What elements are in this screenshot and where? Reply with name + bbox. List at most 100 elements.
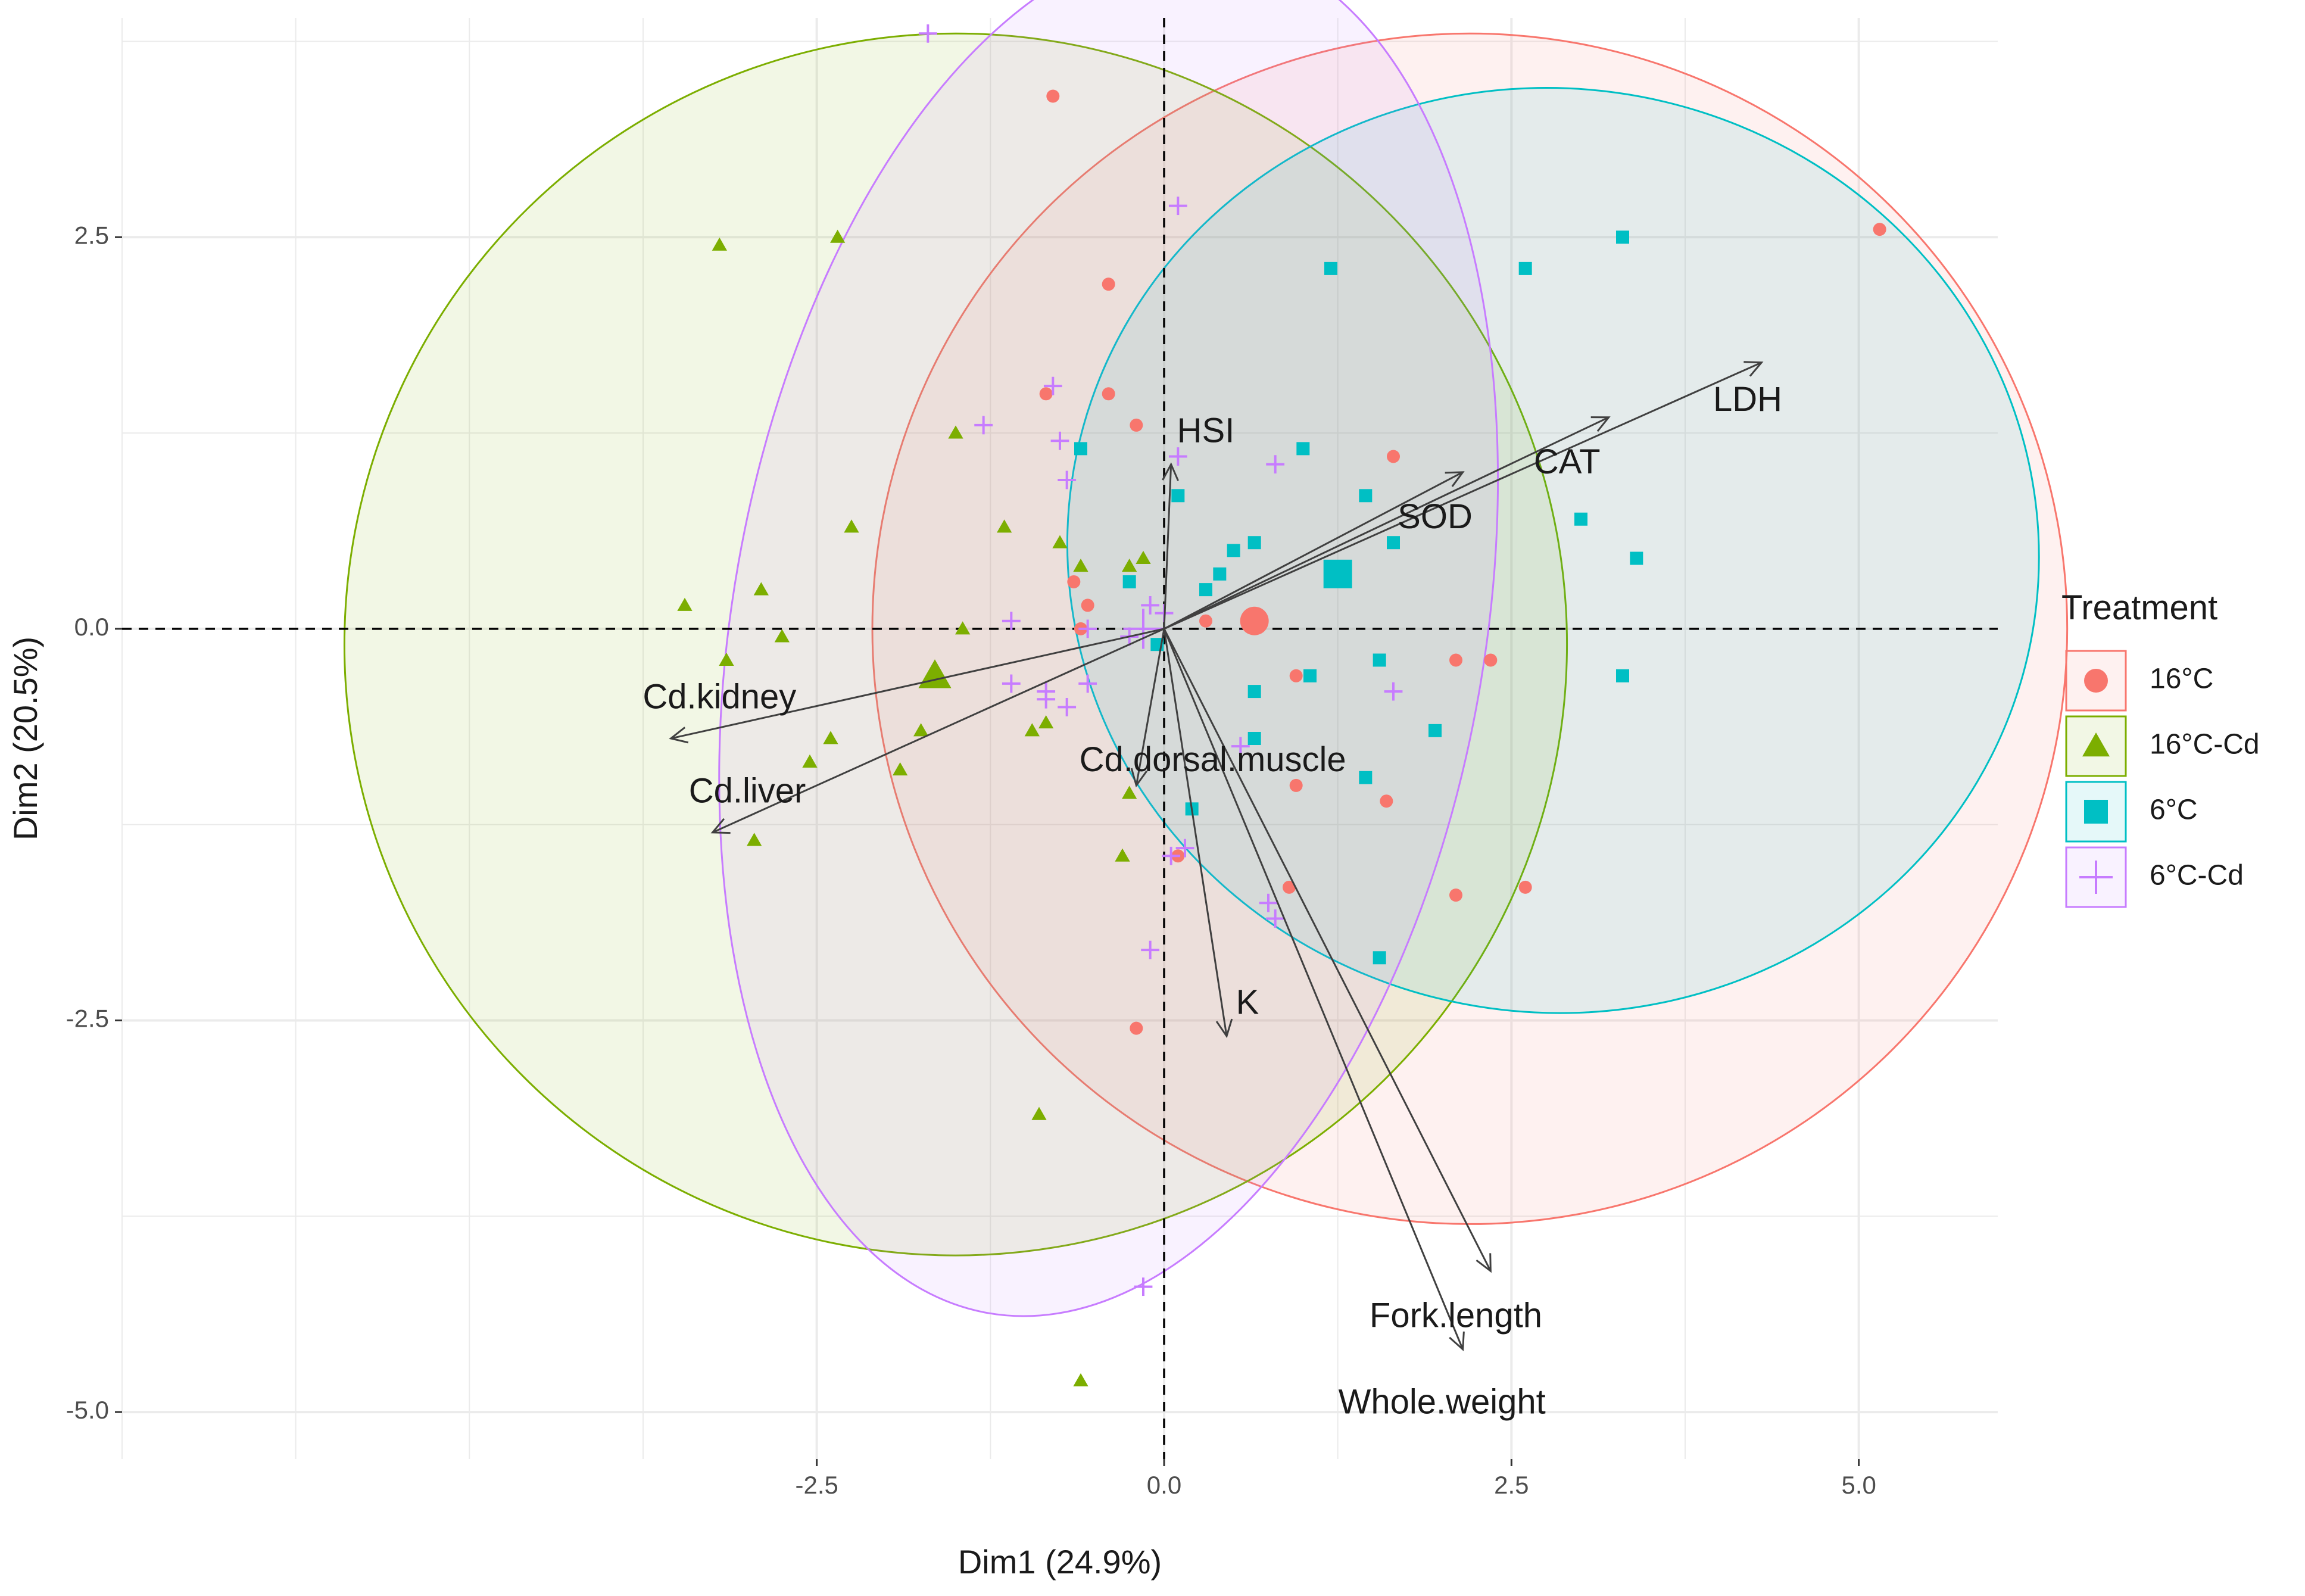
- variable-label: Cd.dorsal.muscle: [1080, 740, 1346, 779]
- legend-marker: [2084, 669, 2108, 693]
- data-point: [1081, 598, 1094, 612]
- group-centroid: [1240, 606, 1269, 635]
- legend-label: 16°C-Cd: [2150, 729, 2260, 760]
- arrow-shaft: [1164, 361, 1762, 630]
- data-point: [1266, 909, 1285, 928]
- variable-arrow: [669, 628, 1165, 744]
- variable-arrow: [1162, 462, 1179, 629]
- variable-label: LDH: [1713, 380, 1782, 419]
- group-centroid: [1123, 609, 1164, 649]
- data-point: [844, 519, 859, 533]
- variable-label: Cd.liver: [689, 771, 806, 810]
- data-point: [1046, 89, 1060, 103]
- data-point: [830, 229, 846, 243]
- data-point: [1050, 431, 1069, 450]
- arrow-head: [1590, 416, 1611, 432]
- variable-arrow: [1164, 416, 1611, 630]
- arrow-shaft: [1163, 628, 1228, 1037]
- data-point: [997, 519, 1012, 533]
- data-point: [1115, 848, 1130, 862]
- data-point: [1873, 223, 1886, 236]
- data-point: [1168, 447, 1187, 466]
- data-point: [753, 582, 769, 596]
- data-point: [1303, 669, 1317, 682]
- data-point: [1141, 596, 1160, 615]
- data-point: [1122, 785, 1137, 799]
- x-tick-label: -2.5: [795, 1471, 838, 1499]
- legend-label: 6°C: [2150, 794, 2198, 826]
- y-tick-label: -5.0: [66, 1396, 109, 1424]
- data-point: [1052, 535, 1068, 548]
- data-point: [1213, 567, 1227, 581]
- data-point: [1074, 442, 1087, 456]
- data-point: [1024, 723, 1040, 737]
- data-point: [1130, 418, 1143, 432]
- legend-label: 16°C: [2150, 663, 2213, 695]
- data-point: [1384, 682, 1403, 701]
- data-point: [1199, 614, 1212, 628]
- observation-points: [677, 24, 1886, 1386]
- data-point: [802, 754, 818, 768]
- variable-arrow: [1163, 628, 1492, 1273]
- data-point: [1136, 550, 1151, 564]
- data-point: [1324, 261, 1337, 275]
- y-axis-ticks: 2.5 0.0 -2.5 -5.0: [66, 221, 122, 1424]
- variable-arrow: [1130, 628, 1165, 788]
- data-point: [1199, 583, 1212, 597]
- data-point: [1038, 715, 1054, 729]
- data-point: [1102, 387, 1115, 401]
- data-point: [1266, 455, 1285, 474]
- data-point: [1171, 489, 1185, 503]
- arrow-shaft: [1135, 628, 1165, 786]
- legend-title: Treatment: [2061, 588, 2217, 627]
- data-point: [1162, 846, 1181, 865]
- data-point: [955, 621, 971, 635]
- data-point: [1616, 669, 1629, 682]
- data-point: [1359, 489, 1373, 503]
- data-point: [1373, 951, 1386, 965]
- legend-marker: [2082, 732, 2110, 757]
- data-point: [1574, 512, 1587, 526]
- variable-label: Whole.weight: [1339, 1382, 1546, 1421]
- data-point: [1227, 544, 1240, 557]
- data-point: [1073, 1373, 1088, 1386]
- data-point: [1168, 197, 1187, 216]
- reference-lines: [122, 18, 1998, 1459]
- legend-item: 16°C: [2065, 650, 2213, 712]
- legend-marker: [2079, 861, 2113, 894]
- legend: Treatment 16°C 16°C-Cd 6°C 6°C-Cd: [2061, 588, 2260, 908]
- data-point: [1518, 261, 1532, 275]
- x-axis-ticks: -2.5 0.0 2.5 5.0: [795, 1459, 1876, 1499]
- confidence-ellipse: [1066, 87, 2040, 1014]
- data-point: [1058, 470, 1077, 490]
- data-point: [747, 833, 762, 846]
- legend-item: 6°C-Cd: [2065, 846, 2244, 908]
- arrow-head: [1162, 462, 1179, 481]
- variable-arrow: [1163, 628, 1465, 1352]
- data-point: [1122, 559, 1137, 572]
- data-point: [1102, 278, 1115, 291]
- arrow-head: [710, 818, 731, 834]
- variable-arrows: [669, 361, 1764, 1352]
- data-point: [1231, 737, 1250, 756]
- data-point: [719, 652, 734, 666]
- data-point: [1073, 559, 1088, 572]
- legend-label: 6°C-Cd: [2150, 860, 2244, 891]
- arrow-head: [1215, 1018, 1233, 1039]
- data-point: [913, 723, 929, 737]
- arrow-shaft: [1164, 471, 1464, 630]
- data-point: [774, 629, 790, 643]
- confidence-ellipses: [343, 0, 2069, 1317]
- arrow-head: [669, 727, 689, 744]
- arrow-head: [1130, 768, 1148, 788]
- arrow-shaft: [712, 628, 1165, 834]
- variable-label: HSI: [1177, 411, 1235, 450]
- variable-label: CAT: [1534, 442, 1601, 481]
- data-point: [712, 237, 727, 251]
- data-point: [1002, 612, 1021, 631]
- data-point: [1484, 653, 1498, 667]
- data-point: [1449, 889, 1462, 902]
- group-centroid: [1323, 559, 1352, 588]
- legend-item: 16°C-Cd: [2065, 715, 2260, 777]
- variable-arrow: [710, 628, 1165, 834]
